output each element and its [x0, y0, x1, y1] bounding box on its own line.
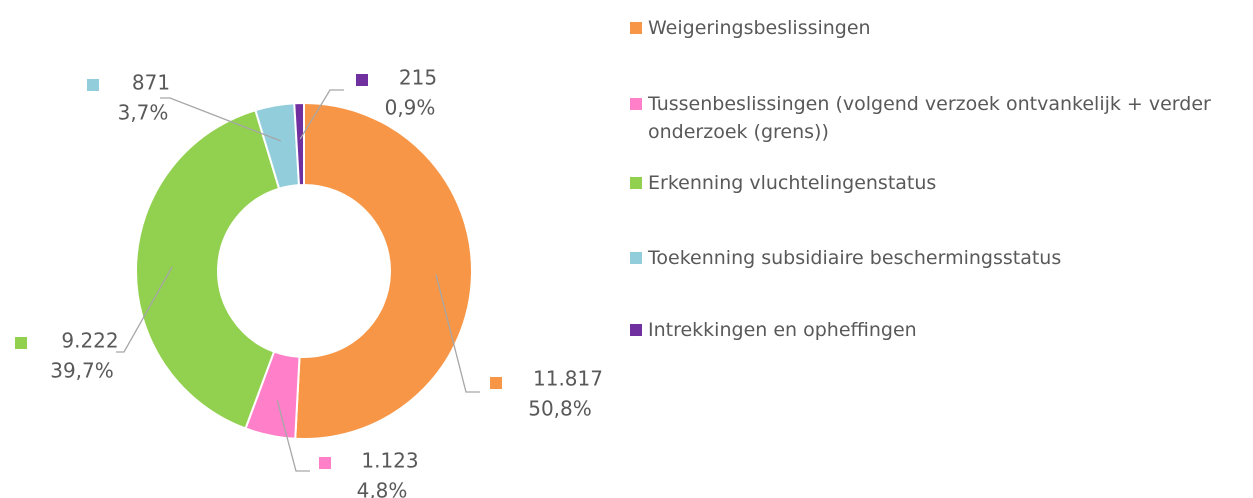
- legend-label: Intrekkingen en opheffingen: [648, 319, 917, 341]
- label-swatch: [87, 79, 99, 91]
- leader-line: [160, 97, 282, 142]
- leader-line: [435, 274, 480, 393]
- donut-slice: [135, 108, 281, 430]
- legend-swatch: [630, 177, 642, 189]
- label-swatch: [319, 457, 331, 469]
- chart: 11.817 50,8% 1.123 4,8% 9.222 39,7% 871 3,7% 215…: [15, 66, 603, 498]
- legend-swatch: [630, 324, 642, 336]
- legend-item: Weigeringsbeslissingen: [630, 14, 1230, 42]
- legend-swatch: [630, 98, 642, 110]
- donut-slice: [294, 101, 473, 440]
- legend-item: Intrekkingen en opheffingen: [630, 316, 1230, 344]
- value-label: 871: [132, 71, 170, 95]
- percent-label: 50,8%: [528, 397, 592, 421]
- value-label: 11.817: [533, 367, 603, 391]
- value-label: 215: [399, 66, 437, 90]
- legend-swatch: [630, 252, 642, 264]
- legend-label: Weigeringsbeslissingen: [648, 17, 871, 39]
- value-label: 1.123: [361, 449, 418, 473]
- percent-label: 4,8%: [357, 479, 408, 498]
- label-swatch: [490, 377, 502, 389]
- percent-label: 3,7%: [118, 101, 169, 125]
- legend-label: Toekenning subsidiaire beschermingsstatu…: [648, 247, 1062, 269]
- legend-item: Erkenning vluchtelingenstatus: [630, 169, 1230, 197]
- legend-item: Toekenning subsidiaire beschermingsstatu…: [630, 244, 1230, 272]
- percent-label: 39,7%: [50, 359, 114, 383]
- legend-label: Erkenning vluchtelingenstatus: [648, 172, 937, 194]
- percent-label: 0,9%: [385, 96, 436, 120]
- donut-slice: [293, 101, 305, 187]
- label-swatch: [15, 337, 27, 349]
- legend-label: Tussenbeslissingen (volgend verzoek ontv…: [648, 93, 1211, 143]
- leader-line: [116, 266, 173, 353]
- legend-swatch: [630, 22, 642, 34]
- legend-item: Tussenbeslissingen (volgend verzoek ontv…: [630, 90, 1230, 146]
- leader-line: [299, 89, 344, 140]
- label-swatch: [356, 74, 368, 86]
- value-label: 9.222: [61, 329, 118, 353]
- leader-line: [276, 400, 310, 472]
